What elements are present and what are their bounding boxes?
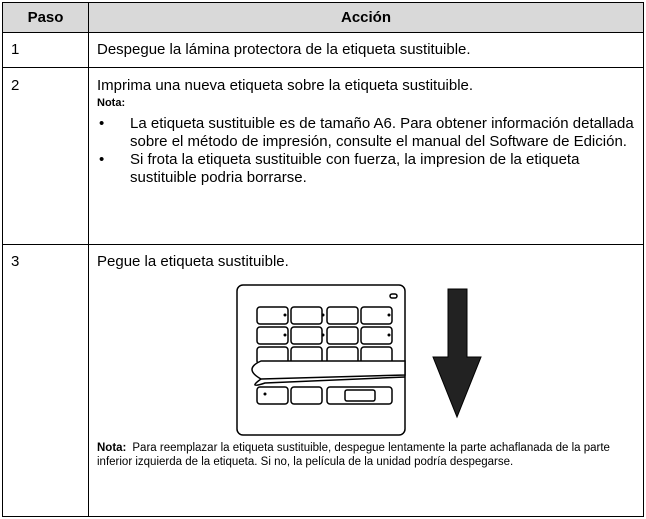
step-cell: 3: [2, 244, 89, 517]
header-cell: Acción: [88, 2, 644, 33]
action-text: Pegue la etiqueta sustituible.: [97, 253, 289, 270]
note: Nota: Para reemplazar la etiqueta sustitu…: [97, 441, 635, 469]
row: 1 Despegue la lámina protectora de la et…: [2, 32, 644, 68]
row: 2 Imprima una nueva etiqueta sobre la et…: [2, 67, 644, 245]
action-cell: Despegue la lámina protectora de la etiq…: [88, 32, 644, 68]
illustration: [236, 284, 482, 436]
header-row: Paso Acción: [2, 2, 644, 33]
led: [389, 293, 398, 299]
action-cell: Pegue la etiqueta sustituible.: [88, 244, 644, 517]
step-cell: 2: [2, 67, 89, 245]
step-cell: 1: [2, 32, 89, 68]
action-cell: Imprima una nueva etiqueta sobre la etiq…: [88, 67, 644, 245]
action-text: Imprima una nueva etiqueta sobre la etiq…: [97, 77, 474, 94]
note-label: Nota:: [97, 97, 126, 109]
note-item: La etiqueta sustituible es de tamaño A6.…: [97, 115, 635, 151]
down-arrow: [432, 288, 482, 419]
note-label: Nota:: [97, 442, 127, 454]
label-curl: [254, 376, 406, 386]
row: 3 Pegue la etiqueta sustituible.: [2, 244, 644, 517]
peeling-label: [251, 360, 406, 380]
note-text: Para reemplazar la etiqueta sustituible,…: [97, 442, 610, 468]
note-item: Si frota la etiqueta sustituible con fue…: [97, 151, 635, 187]
header-cell: Paso: [2, 2, 89, 33]
note-list: La etiqueta sustituible es de tamaño A6.…: [97, 115, 635, 187]
